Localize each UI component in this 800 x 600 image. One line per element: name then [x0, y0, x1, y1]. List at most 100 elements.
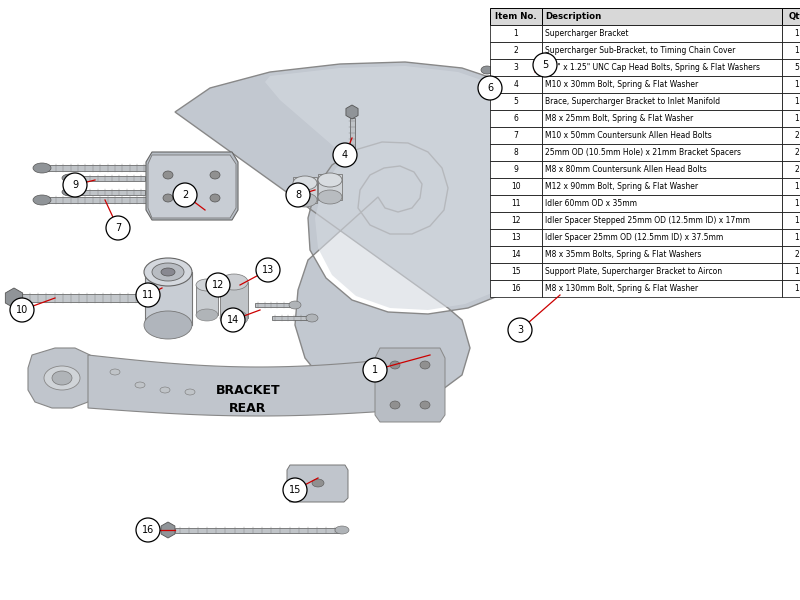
- Ellipse shape: [196, 279, 218, 291]
- Bar: [782, 127, 800, 144]
- Text: 25mm OD (10.5mm Hole) x 21mm Bracket Spacers: 25mm OD (10.5mm Hole) x 21mm Bracket Spa…: [545, 148, 741, 157]
- Text: 1: 1: [794, 80, 799, 89]
- Ellipse shape: [33, 163, 51, 173]
- Polygon shape: [196, 285, 218, 315]
- Text: 2: 2: [182, 190, 188, 200]
- Ellipse shape: [335, 526, 349, 534]
- Bar: [542, 229, 782, 246]
- Bar: [782, 246, 800, 263]
- Ellipse shape: [144, 311, 192, 339]
- Polygon shape: [88, 355, 430, 416]
- Text: M8 x 130mm Bolt, Spring & Flat Washer: M8 x 130mm Bolt, Spring & Flat Washer: [545, 284, 698, 293]
- Bar: [490, 212, 542, 229]
- Ellipse shape: [62, 188, 78, 196]
- Polygon shape: [545, 256, 590, 260]
- Text: 12: 12: [212, 280, 224, 290]
- Bar: [542, 263, 782, 280]
- Text: Item No.: Item No.: [495, 12, 537, 21]
- Bar: [782, 42, 800, 59]
- Polygon shape: [45, 165, 148, 171]
- Ellipse shape: [163, 194, 173, 202]
- Ellipse shape: [318, 173, 342, 187]
- Bar: [782, 280, 800, 297]
- Bar: [490, 25, 542, 42]
- Polygon shape: [508, 52, 562, 88]
- Bar: [542, 127, 782, 144]
- Bar: [782, 110, 800, 127]
- Polygon shape: [568, 193, 613, 197]
- Bar: [542, 144, 782, 161]
- Bar: [542, 110, 782, 127]
- Text: M8 x 25mm Bolt, Spring & Flat Washer: M8 x 25mm Bolt, Spring & Flat Washer: [545, 114, 694, 123]
- Text: Idler 60mm OD x 35mm: Idler 60mm OD x 35mm: [545, 199, 637, 208]
- Ellipse shape: [586, 253, 600, 263]
- Text: Supercharger Sub-Bracket, to Timing Chain Cover: Supercharger Sub-Bracket, to Timing Chai…: [545, 46, 735, 55]
- Ellipse shape: [135, 382, 145, 388]
- Bar: [490, 42, 542, 59]
- Circle shape: [256, 258, 280, 282]
- Polygon shape: [255, 303, 293, 307]
- Circle shape: [363, 358, 387, 382]
- Text: M10 x 30mm Bolt, Spring & Flat Washer: M10 x 30mm Bolt, Spring & Flat Washer: [545, 80, 698, 89]
- Ellipse shape: [220, 310, 248, 326]
- Polygon shape: [490, 67, 508, 73]
- Polygon shape: [146, 152, 238, 220]
- Ellipse shape: [289, 301, 301, 309]
- Bar: [542, 212, 782, 229]
- Text: 16: 16: [142, 525, 154, 535]
- Text: Support Plate, Supercharger Bracket to Aircon: Support Plate, Supercharger Bracket to A…: [545, 267, 722, 276]
- Ellipse shape: [293, 176, 317, 190]
- Ellipse shape: [110, 369, 120, 375]
- Text: 12: 12: [511, 216, 521, 225]
- Ellipse shape: [420, 361, 430, 369]
- Ellipse shape: [44, 366, 80, 390]
- Ellipse shape: [312, 479, 324, 487]
- Circle shape: [206, 273, 230, 297]
- Polygon shape: [28, 348, 95, 408]
- Polygon shape: [220, 282, 248, 318]
- Bar: [490, 127, 542, 144]
- Text: 3: 3: [517, 325, 523, 335]
- Bar: [782, 93, 800, 110]
- Bar: [490, 178, 542, 195]
- Polygon shape: [548, 130, 593, 134]
- Bar: [490, 144, 542, 161]
- Ellipse shape: [210, 194, 220, 202]
- Bar: [782, 263, 800, 280]
- Text: 9: 9: [72, 180, 78, 190]
- Bar: [542, 178, 782, 195]
- Bar: [542, 42, 782, 59]
- Bar: [490, 229, 542, 246]
- Ellipse shape: [52, 371, 72, 385]
- Bar: [782, 25, 800, 42]
- Text: 9: 9: [514, 165, 518, 174]
- Polygon shape: [161, 522, 175, 538]
- Bar: [542, 161, 782, 178]
- Ellipse shape: [152, 263, 184, 281]
- Circle shape: [283, 478, 307, 502]
- Text: 2: 2: [794, 165, 799, 174]
- Bar: [782, 212, 800, 229]
- Text: Supercharger Bracket: Supercharger Bracket: [545, 29, 629, 38]
- Bar: [782, 161, 800, 178]
- Polygon shape: [375, 348, 445, 422]
- Ellipse shape: [534, 253, 550, 263]
- Bar: [490, 93, 542, 110]
- Bar: [782, 144, 800, 161]
- Ellipse shape: [185, 389, 195, 395]
- Ellipse shape: [609, 190, 623, 200]
- Polygon shape: [560, 160, 605, 164]
- Bar: [782, 8, 800, 25]
- Bar: [542, 59, 782, 76]
- Bar: [542, 246, 782, 263]
- Circle shape: [478, 76, 502, 100]
- Circle shape: [106, 216, 130, 240]
- Circle shape: [173, 183, 197, 207]
- Text: 1: 1: [372, 365, 378, 375]
- Polygon shape: [148, 155, 236, 218]
- Ellipse shape: [62, 174, 78, 182]
- Text: 1: 1: [794, 97, 799, 106]
- Text: 15: 15: [511, 267, 521, 276]
- Ellipse shape: [390, 361, 400, 369]
- Text: 11: 11: [142, 290, 154, 300]
